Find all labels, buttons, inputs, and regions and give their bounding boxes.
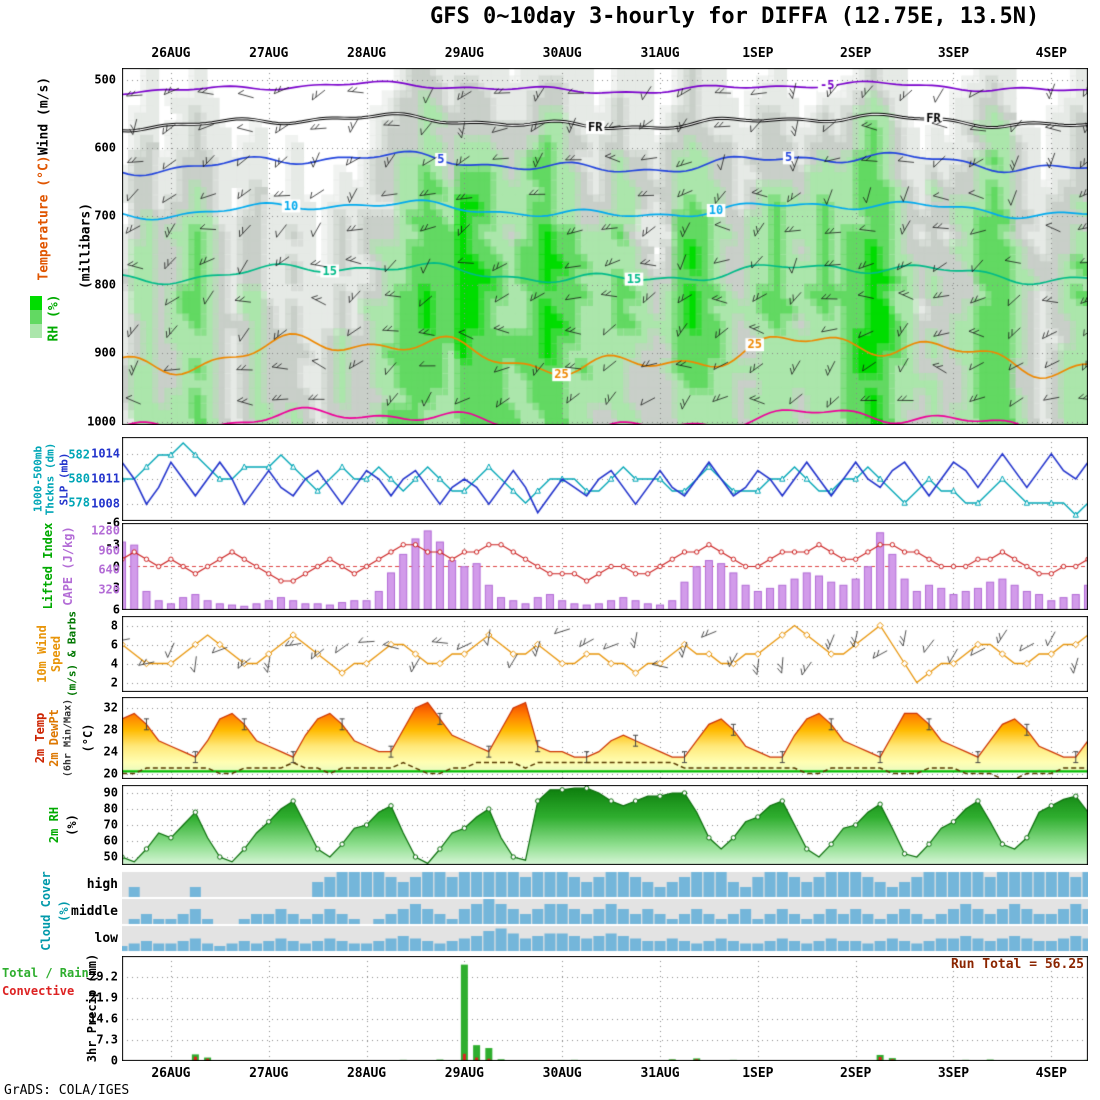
cloud-cover-unit-label: (%) [57,900,71,922]
slp-tick-label: 1008 [91,496,120,511]
rh-tick-label: 50 [103,849,118,864]
rh2m-canvas [122,785,1088,865]
wind10m-axis-label-3: (m/s) & Barbs [65,610,79,698]
x-tick-label-top: 27AUG [249,46,289,61]
slp-tick-label: 1011 [91,471,120,486]
precip-tick-label: 14.6 [89,1011,118,1026]
x-tick-label-top: 31AUG [640,46,680,61]
x-tick-label-top: 3SEP [937,46,970,61]
lifted-index-tick-label: -6 [105,515,120,530]
rh2m-axis-label: 2m RH [47,806,61,844]
x-tick-label-top: 29AUG [444,46,484,61]
wind-axis-label: Wind (m/s) [36,76,52,156]
x-tick-label-bottom: 27AUG [249,1066,289,1081]
precip-canvas [122,956,1088,1061]
x-tick-label-top: 1SEP [742,46,774,61]
wind-speed-tick-label: 6 [110,636,118,651]
rh-colorbar-mid [30,310,42,324]
lifted-index-tick-label: 3 [112,580,120,595]
temp2m-axis-label: 2m Temp [33,712,47,764]
wind-speed-tick-label: 8 [110,617,118,632]
cloud-row-label: high [86,876,118,892]
rh-colorbar-high [30,296,42,310]
pressure-tick-label: 500 [94,71,116,86]
pressure-tick-label: 700 [94,208,116,223]
cape-tick-label: 640 [98,562,120,577]
millibars-axis-label: (millibars) [78,202,94,290]
precip-tick-label: 21.9 [89,990,118,1005]
thickness-axis-label-2: Thckns (dm) [43,442,57,516]
x-tick-label-top: 4SEP [1035,46,1067,61]
cape-tick-label: 320 [98,582,120,597]
x-tick-label-top: 30AUG [542,46,582,61]
total-rain-label: Total / Rain [2,966,89,980]
precip-tick-label: 29.2 [89,969,118,984]
rh2m-unit-label: (%) [65,814,79,836]
celsius-axis-label: (°C) [81,723,95,753]
cape-tick-label: 1280 [91,523,120,538]
li-cape-canvas [122,523,1088,610]
page-title: GFS 0~10day 3-hourly for DIFFA (12.75E, … [430,4,1040,29]
credit: GrADS: COLA/IGES [4,1083,130,1098]
minmax-axis-label: (6hr Min/Max) [62,698,74,778]
temp-tick-label: 24 [103,743,118,758]
cloud-cover-axis-label: Cloud Cover [39,871,53,951]
lifted-index-tick-label: 0 [112,558,120,573]
x-tick-label-bottom: 30AUG [542,1066,582,1081]
lifted-index-tick-label: 6 [112,602,120,617]
x-tick-label-top: 2SEP [840,46,872,61]
x-tick-label-top: 28AUG [346,46,387,61]
cloud-row-label: low [94,930,118,946]
rh-tick-label: 60 [103,833,118,848]
wind10m-canvas [122,616,1088,692]
x-tick-label-bottom: 4SEP [1035,1066,1067,1081]
temp-tick-label: 28 [103,722,118,737]
wind-speed-tick-label: 2 [110,674,118,689]
rh-tick-label: 70 [103,817,118,832]
thickness-tick-label: 582 [68,447,90,462]
wind10m-axis-label-1: 10m Wind [35,625,49,683]
lifted-index-axis-label: Lifted Index [41,522,55,610]
precip-tick-label: 0 [110,1053,118,1068]
rh-tick-label: 90 [103,785,118,800]
lifted-index-tick-label: -3 [105,537,120,552]
rh-axis-label: RH (%) [46,294,62,342]
cloud-canvas [122,871,1088,952]
pressure-tick-label: 1000 [87,413,116,428]
cloud-row-label: middle [71,903,118,919]
wind-speed-tick-label: 4 [110,655,118,670]
upper-air-canvas [122,68,1088,425]
precip-tick-label: 7.3 [96,1032,118,1047]
x-tick-label-bottom: 26AUG [151,1066,191,1081]
slp-tick-label: 1014 [91,446,120,461]
x-tick-label-bottom: 3SEP [937,1066,970,1081]
wind10m-axis-label-2: Speed [49,635,63,673]
rh-colorbar-low [30,324,42,338]
temp-tick-label: 20 [103,765,118,780]
x-tick-label-bottom: 28AUG [346,1066,387,1081]
x-tick-label-bottom: 1SEP [742,1066,774,1081]
x-tick-label-bottom: 31AUG [640,1066,680,1081]
rh-colorbar-legend [30,296,42,338]
x-tick-label-top: 26AUG [151,46,191,61]
temp-tick-label: 32 [103,700,118,715]
pressure-tick-label: 600 [94,140,116,155]
temperature-axis-label: Temperature (°C) [36,155,52,281]
x-tick-label-bottom: 2SEP [840,1066,872,1081]
slp-thickness-canvas [122,437,1088,521]
thickness-tick-label: 580 [68,471,90,486]
cape-tick-label: 960 [98,542,120,557]
cape-axis-label: CAPE (J/kg) [61,526,75,606]
rh-tick-label: 80 [103,801,118,816]
dewpoint-axis-label: 2m DewPt [47,709,61,767]
thickness-tick-label: 578 [68,495,90,510]
pressure-tick-label: 800 [94,277,116,292]
convective-label: Convective [2,984,75,998]
temp2m-canvas [122,697,1088,779]
pressure-tick-label: 900 [94,345,116,360]
x-tick-label-bottom: 29AUG [444,1066,484,1081]
